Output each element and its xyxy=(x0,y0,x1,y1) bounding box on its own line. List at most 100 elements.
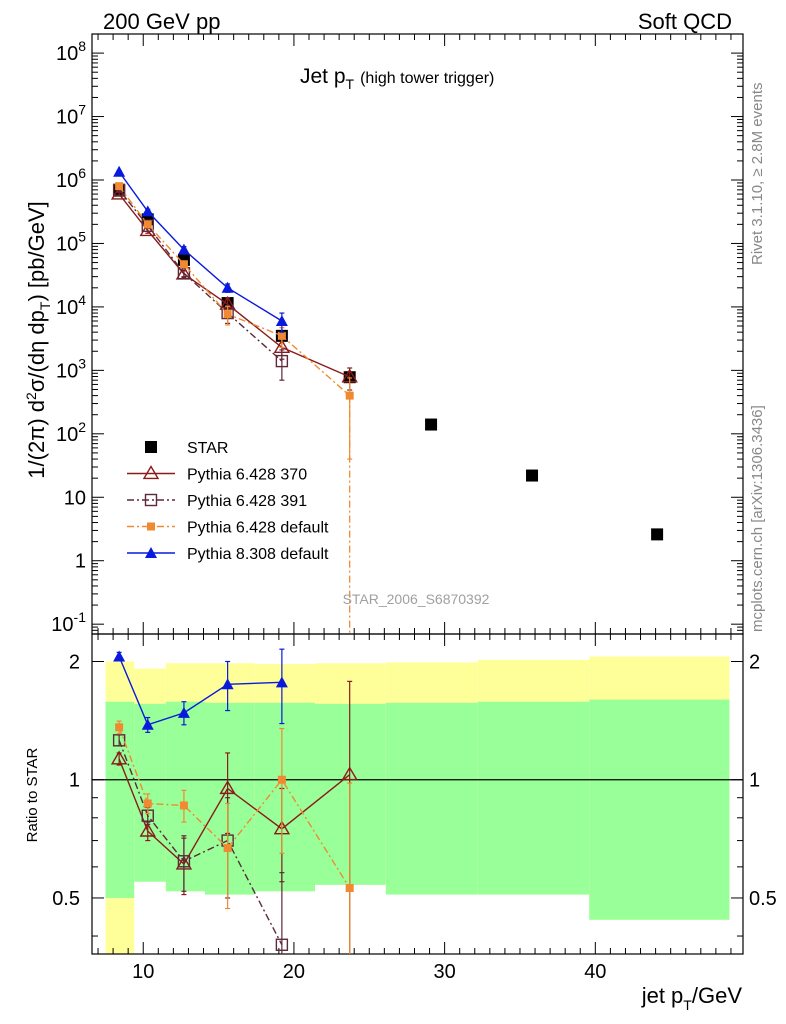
y-tick-label: 1 xyxy=(75,551,86,573)
data-point xyxy=(113,650,126,662)
ratio-band-green xyxy=(165,701,206,892)
ratio-y-tick-label: 2 xyxy=(749,652,760,674)
series-line xyxy=(118,189,283,362)
legend-label: Pythia 6.428 default xyxy=(187,520,329,537)
legend: STAR Pythia 6.428 370 Pythia 6.428 391 Pyth… xyxy=(127,440,329,563)
data-point xyxy=(110,185,128,200)
series-pythia-6-428-default xyxy=(115,720,354,954)
legend-label: Pythia 8.308 default xyxy=(187,546,329,563)
ratio-band-green xyxy=(254,702,316,892)
data-point xyxy=(142,465,160,480)
mcplots-label: mcplots.cern.ch [arXiv:1306.3436] xyxy=(749,405,766,632)
data-point xyxy=(177,243,190,255)
data-point xyxy=(110,750,128,765)
y-tick-label: 107 xyxy=(56,102,86,129)
series-line xyxy=(118,193,350,378)
legend-item: Pythia 6.428 391 xyxy=(127,493,307,510)
series-line xyxy=(118,758,351,866)
data-point xyxy=(341,766,358,781)
series-line xyxy=(118,185,351,397)
y-tick-label: 104 xyxy=(56,292,86,319)
data-point xyxy=(139,822,156,837)
y-tick-label: 108 xyxy=(56,38,86,65)
x-tick-label: 40 xyxy=(584,961,606,983)
ratio-band-green xyxy=(385,702,478,895)
series-pythia-8-308-default xyxy=(113,165,288,333)
legend-label: STAR xyxy=(187,440,228,457)
ratio-band-green xyxy=(589,699,730,920)
data-point xyxy=(425,418,438,431)
header-left: 200 GeV pp xyxy=(103,9,220,34)
data-point xyxy=(221,678,234,690)
x-axis-label: jet pT/GeV xyxy=(641,983,743,1013)
data-point xyxy=(144,493,158,507)
x-tick-label: 20 xyxy=(283,961,305,983)
data-point xyxy=(141,219,154,232)
top-series-group xyxy=(110,165,664,634)
ratio-band-green xyxy=(315,703,386,885)
data-point xyxy=(275,938,289,951)
data-point xyxy=(277,775,286,784)
y-tick-label: 10-1 xyxy=(51,609,86,636)
ratio-y-axis-label: Ratio to STAR xyxy=(24,747,41,842)
ratio-series-group xyxy=(110,648,358,954)
data-point xyxy=(145,547,157,558)
data-point xyxy=(177,855,191,868)
data-point xyxy=(177,706,190,718)
y-tick-label: 106 xyxy=(56,165,86,192)
series-star xyxy=(113,184,664,541)
ratio-y-tick-label: 1 xyxy=(749,770,760,792)
legend-label: Pythia 6.428 370 xyxy=(187,467,307,484)
y-tick-label: 105 xyxy=(56,228,86,255)
y-tick-label: 102 xyxy=(56,419,86,446)
legend-item: Pythia 6.428 370 xyxy=(127,465,307,484)
rivet-version-label: Rivet 3.1.10, ≥ 2.8M events xyxy=(749,83,766,266)
ratio-bands xyxy=(105,656,730,954)
ratio-band-green xyxy=(477,701,590,895)
data-point xyxy=(112,734,126,747)
y-axis-label: 1/(2π) d2σ/(dη dpT) [pb/GeV] xyxy=(23,201,53,478)
data-point xyxy=(113,165,126,177)
series-pythia-6-428-default xyxy=(115,182,354,460)
data-point xyxy=(141,205,154,217)
ratio-y-tick-label: 0.5 xyxy=(749,888,777,910)
data-point xyxy=(145,441,157,453)
ratio-y-tick-label: 2 xyxy=(69,652,80,674)
data-point xyxy=(275,354,289,368)
ratio-band-green xyxy=(205,702,255,895)
series-line xyxy=(118,727,351,889)
x-tick-label: 30 xyxy=(434,961,456,983)
ratio-y-tick-label: 0.5 xyxy=(52,888,80,910)
x-tick-label: 10 xyxy=(132,961,154,983)
bottom-frame xyxy=(91,633,744,955)
data-point xyxy=(179,801,188,810)
data-point xyxy=(275,314,288,326)
y-tick-label: 103 xyxy=(56,355,86,382)
y-tick-label: 10 xyxy=(64,487,86,509)
data-point xyxy=(141,718,154,730)
data-point xyxy=(143,799,152,808)
data-point xyxy=(221,281,234,293)
data-point xyxy=(143,220,152,229)
legend-item: STAR xyxy=(145,440,228,457)
legend-label: Pythia 6.428 391 xyxy=(187,493,307,510)
data-point xyxy=(179,260,188,269)
legend-item: Pythia 6.428 default xyxy=(127,520,329,537)
top-frame xyxy=(91,33,744,635)
analysis-watermark: STAR_2006_S6870392 xyxy=(343,591,490,607)
series-line xyxy=(118,740,283,946)
data-point xyxy=(275,676,288,688)
series-line xyxy=(118,171,283,322)
data-point xyxy=(223,310,232,319)
data-point xyxy=(115,723,124,732)
data-point xyxy=(219,780,236,795)
legend-item: Pythia 8.308 default xyxy=(127,546,329,563)
data-point xyxy=(651,528,664,541)
plot-title: Jet pT (high tower trigger) xyxy=(300,65,494,92)
series-pythia-8-308-default xyxy=(113,648,288,733)
data-point xyxy=(115,182,124,191)
data-point xyxy=(223,844,232,853)
data-point xyxy=(277,331,286,340)
header-right: Soft QCD xyxy=(638,9,732,34)
